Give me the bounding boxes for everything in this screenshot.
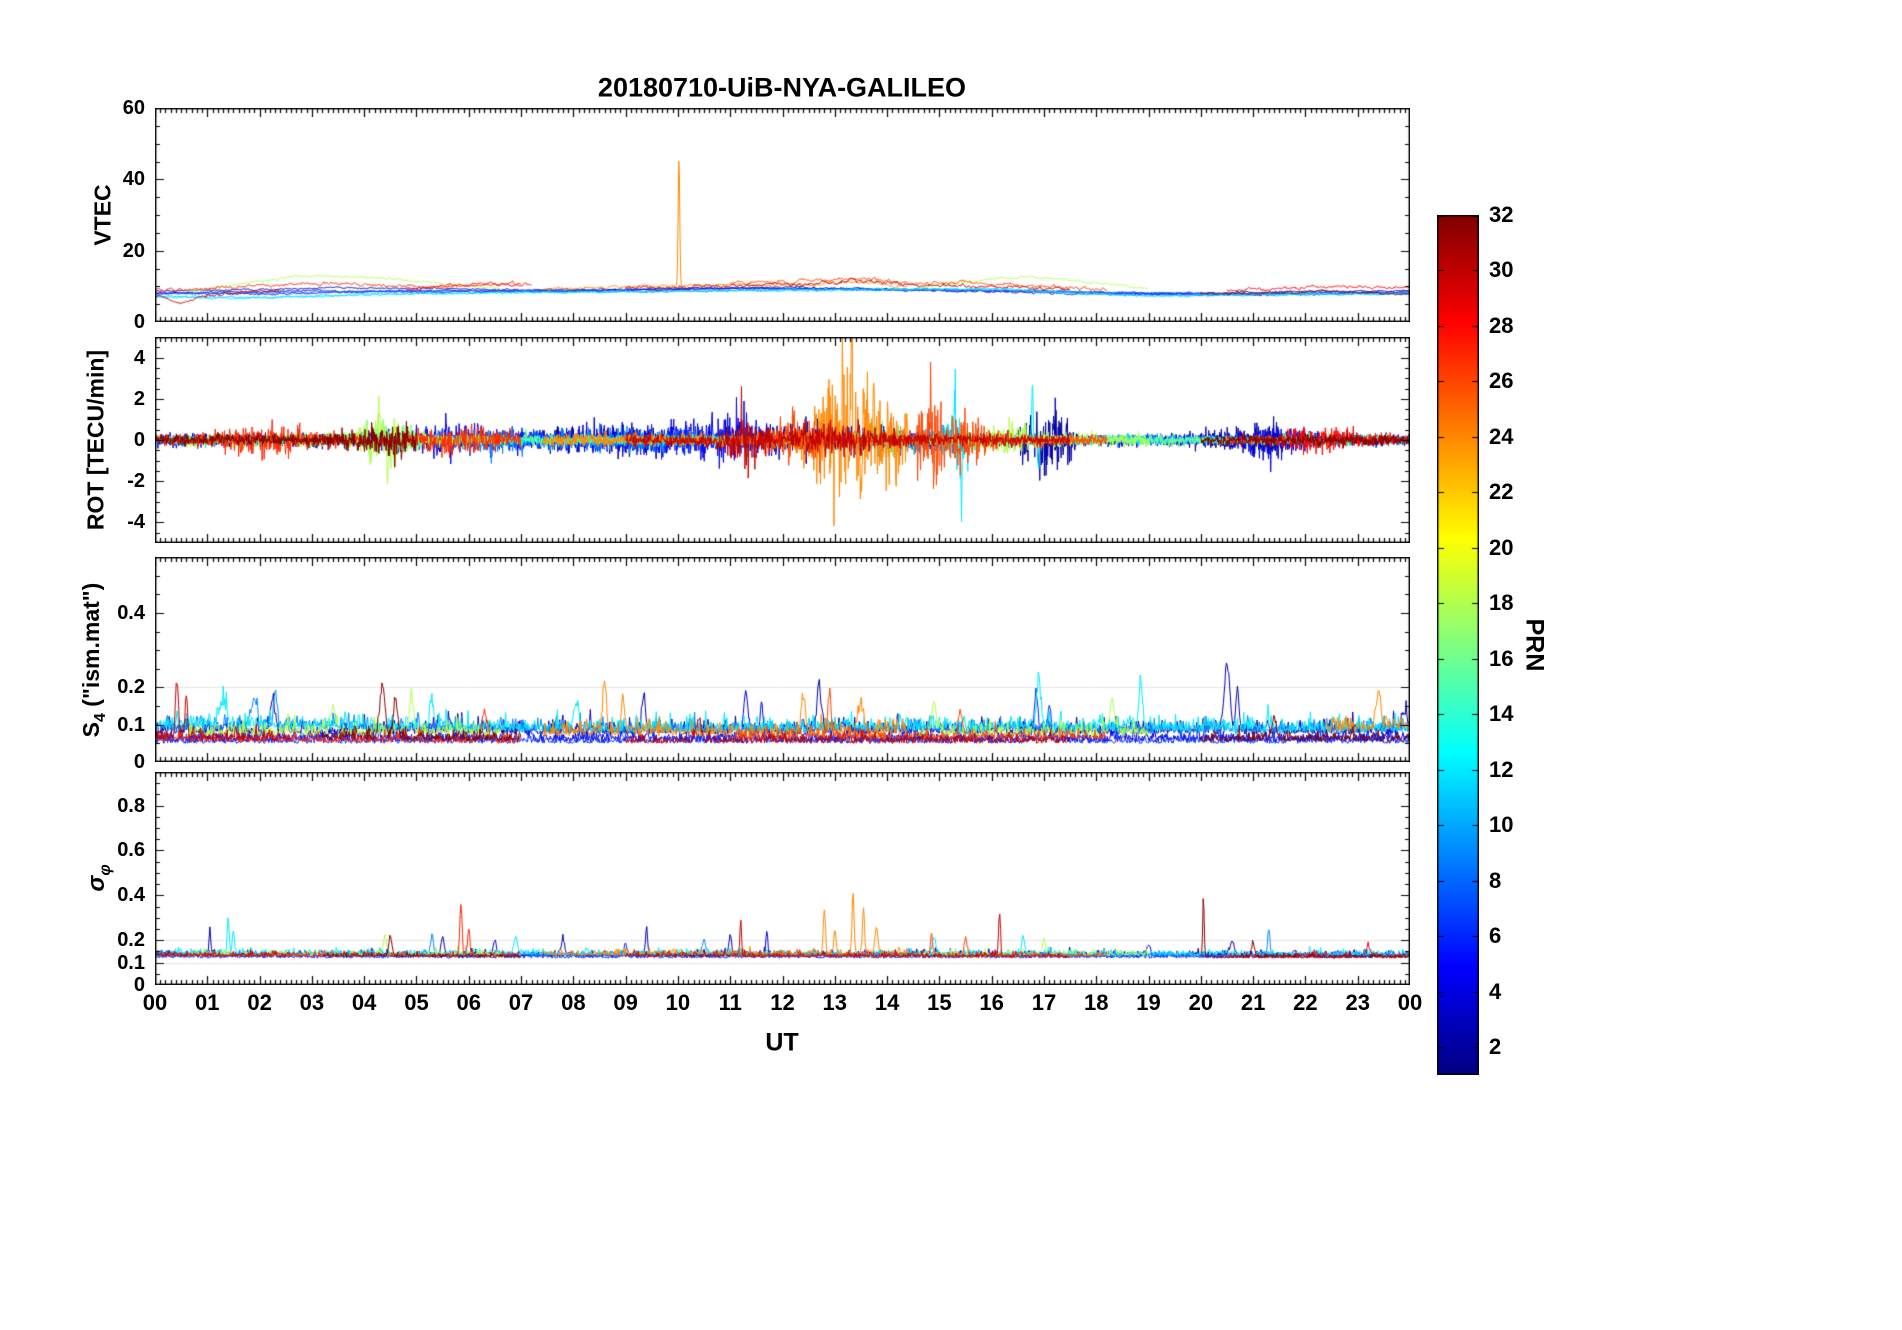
x-tick-label: 21 [1240, 990, 1266, 1015]
colorbar-tick-label: 8 [1489, 867, 1502, 893]
x-tick-label: 23 [1345, 990, 1370, 1015]
colorbar-label: PRN [1520, 618, 1549, 672]
colorbar-tick-label: 20 [1489, 534, 1514, 560]
x-tick-label: 05 [404, 990, 429, 1015]
x-tick-label: 22 [1293, 990, 1318, 1015]
colorbar-tick-label: 14 [1489, 701, 1514, 727]
colorbar-tick-label: 22 [1489, 479, 1514, 505]
x-tick-label: 11 [718, 990, 742, 1015]
x-tick-label: 15 [927, 990, 952, 1015]
x-tick-label: 03 [299, 990, 325, 1015]
y-tick-label: 20 [122, 239, 145, 262]
sigma-phi-panel [155, 772, 1410, 985]
x-tick-label: 06 [456, 990, 481, 1015]
ylabel-s4-rest: ("ism.mat") [78, 582, 105, 714]
y-tick-label: 0.4 [117, 884, 145, 907]
y-tick-label: 0 [133, 751, 145, 773]
colorbar-tick-label: 12 [1489, 756, 1514, 782]
colorbar-tick-label: 26 [1489, 368, 1514, 394]
vtec-panel [155, 108, 1410, 322]
y-tick-label: 0.1 [117, 951, 145, 974]
colorbar-tick-label: 18 [1489, 590, 1514, 616]
x-tick-label: 07 [508, 990, 534, 1015]
x-tick-label: 01 [195, 990, 220, 1015]
ylabel-sigma: σ [83, 875, 111, 892]
x-tick-label: 02 [247, 990, 272, 1015]
colorbar-tick-label: 24 [1489, 423, 1514, 449]
ylabel-s4-sub: 4 [91, 713, 109, 723]
x-tick-label: 09 [613, 990, 638, 1015]
y-tick-label: -4 [127, 511, 145, 534]
x-tick-label: 10 [665, 990, 691, 1015]
x-axis-label: UT [765, 1028, 799, 1057]
ylabel-rot: ROT [TECU/min] [82, 349, 109, 531]
colorbar-tick-label: 10 [1489, 812, 1514, 838]
y-tick-label: -2 [127, 470, 145, 493]
x-tick-label: 13 [822, 990, 848, 1015]
x-tick-label: 19 [1136, 990, 1161, 1015]
colorbar-tick-label: 28 [1489, 312, 1514, 338]
y-tick-label: 0 [133, 974, 145, 996]
x-tick-label: 16 [979, 990, 1004, 1015]
x-tick-label: 04 [351, 990, 377, 1015]
colorbar-tick-label: 6 [1489, 923, 1502, 949]
y-tick-label: 4 [133, 346, 145, 369]
ylabel-vtec: VTEC [89, 184, 116, 246]
y-tick-label: 0.2 [117, 676, 145, 699]
x-tick-label: 17 [1031, 990, 1057, 1015]
ylabel-sigma-phi: σφ [83, 864, 115, 891]
ylabel-s4-base: S [78, 722, 105, 738]
colorbar-tick-label: 4 [1489, 978, 1502, 1004]
colorbar-tick-label: 30 [1489, 257, 1514, 283]
rot-panel [155, 337, 1410, 543]
x-tick-label: 08 [561, 990, 586, 1015]
y-tick-label: 0.6 [117, 839, 145, 862]
prn-colorbar [1437, 215, 1479, 1075]
x-tick-label: 14 [874, 990, 900, 1015]
x-tick-label: 00 [1397, 990, 1423, 1015]
y-tick-label: 0 [133, 429, 145, 451]
y-tick-label: 2 [133, 387, 145, 410]
s4-panel [155, 557, 1410, 762]
colorbar-tick-label: 32 [1489, 202, 1514, 227]
colorbar-tick-label: 2 [1489, 1034, 1502, 1060]
x-tick-label: 00 [142, 990, 168, 1015]
x-tick-label: 18 [1084, 990, 1109, 1015]
y-tick-label: 0.1 [117, 713, 145, 736]
x-tick-label: 12 [770, 990, 795, 1015]
ylabel-s4: S4 ("ism.mat") [78, 583, 110, 738]
y-tick-label: 40 [122, 168, 145, 191]
y-tick-label: 0.4 [117, 601, 145, 624]
y-tick-label: 0 [133, 311, 145, 333]
ylabel-phi: φ [96, 864, 114, 876]
chart-title: 20180710-UiB-NYA-GALILEO [597, 72, 967, 103]
y-tick-label: 0.2 [117, 929, 145, 952]
y-tick-label: 0.8 [117, 794, 145, 817]
x-tick-label: 20 [1188, 990, 1214, 1015]
y-tick-label: 60 [122, 97, 145, 119]
